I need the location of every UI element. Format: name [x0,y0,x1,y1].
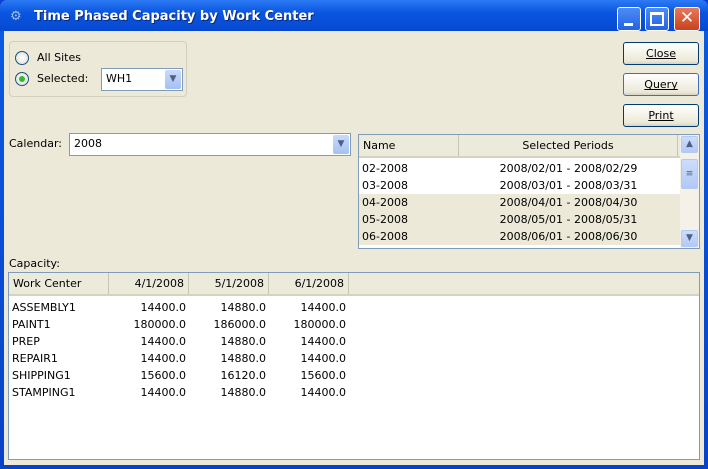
capacity-value: 14400.0 [140,335,187,348]
column-header-selected-periods[interactable]: Selected Periods [459,135,678,156]
calendar-value: 2008 [74,137,102,150]
calendar-combo[interactable]: 2008 ▼ [69,133,351,156]
periods-scrollbar[interactable]: ▲ ≡ ▼ [680,135,699,248]
scroll-down-icon[interactable]: ▼ [681,230,698,247]
capacity-value: 186000.0 [213,318,267,331]
capacity-row[interactable]: STAMPING1 14400.0 14880.0 14400.0 [9,384,699,401]
column-header-period-1[interactable]: 4/1/2008 [109,273,189,294]
period-name: 05-2008 [362,213,408,226]
capacity-row[interactable]: PREP 14400.0 14880.0 14400.0 [9,333,699,350]
capacity-value: 16120.0 [220,369,267,382]
capacity-value: 14880.0 [220,352,267,365]
period-name: 06-2008 [362,230,408,243]
all-sites-label: All Sites [37,51,81,64]
periods-header: Name Selected Periods [359,135,699,158]
work-center: SHIPPING1 [12,369,71,382]
period-row[interactable]: 02-2008 2008/02/01 - 2008/02/29 [359,160,699,177]
scroll-up-icon[interactable]: ▲ [681,136,698,153]
close-window-button[interactable]: ✕ [674,7,700,31]
print-button[interactable]: Print [623,104,699,127]
work-center: REPAIR1 [12,352,58,365]
client-area: All Sites Selected: WH1 ▼ Close Query Pri… [4,31,704,465]
period-name: 03-2008 [362,179,408,192]
capacity-value: 14400.0 [140,386,187,399]
period-range: 2008/04/01 - 2008/04/30 [499,196,638,209]
capacity-value: 14400.0 [300,335,347,348]
capacity-value: 14400.0 [300,352,347,365]
capacity-value: 180000.0 [133,318,187,331]
work-center: STAMPING1 [12,386,76,399]
period-range: 2008/05/01 - 2008/05/31 [499,213,638,226]
period-row[interactable]: 05-2008 2008/05/01 - 2008/05/31 [359,211,699,228]
close-icon: ✕ [679,8,695,28]
all-sites-radio[interactable] [15,51,29,65]
capacity-value: 14880.0 [220,335,267,348]
period-name: 02-2008 [362,162,408,175]
capacity-value: 15600.0 [300,369,347,382]
periods-list[interactable]: Name Selected Periods 02-2008 2008/02/01 … [358,134,700,249]
maximize-icon [650,12,664,26]
capacity-value: 15600.0 [140,369,187,382]
site-value: WH1 [106,72,133,85]
period-row[interactable]: 03-2008 2008/03/01 - 2008/03/31 [359,177,699,194]
query-button[interactable]: Query [623,73,699,96]
period-name: 04-2008 [362,196,408,209]
column-header-period-2[interactable]: 5/1/2008 [189,273,269,294]
capacity-value: 14880.0 [220,301,267,314]
column-header-period-3[interactable]: 6/1/2008 [269,273,349,294]
period-range: 2008/03/01 - 2008/03/31 [499,179,638,192]
window-title: Time Phased Capacity by Work Center [34,9,314,24]
capacity-row[interactable]: SHIPPING1 15600.0 16120.0 15600.0 [9,367,699,384]
capacity-value: 14400.0 [300,386,347,399]
site-group: All Sites Selected: WH1 ▼ [9,41,187,97]
site-combo[interactable]: WH1 ▼ [101,68,183,91]
capacity-header: Work Center 4/1/2008 5/1/2008 6/1/2008 [9,273,699,296]
capacity-label: Capacity: [9,257,60,270]
capacity-value: 14880.0 [220,386,267,399]
minimize-button[interactable] [617,7,641,31]
period-range: 2008/06/01 - 2008/06/30 [499,230,638,243]
capacity-row[interactable]: REPAIR1 14400.0 14880.0 14400.0 [9,350,699,367]
calendar-label: Calendar: [9,137,62,150]
capacity-value: 14400.0 [140,352,187,365]
column-header-name[interactable]: Name [359,135,459,156]
capacity-table[interactable]: Work Center 4/1/2008 5/1/2008 6/1/2008 A… [8,272,700,460]
selected-site-radio[interactable] [15,72,29,86]
capacity-value: 14400.0 [300,301,347,314]
capacity-value: 14400.0 [140,301,187,314]
work-center: ASSEMBLY1 [12,301,76,314]
capacity-row[interactable]: ASSEMBLY1 14400.0 14880.0 14400.0 [9,299,699,316]
work-center: PAINT1 [12,318,51,331]
minimize-icon [624,23,633,26]
maximize-button[interactable] [645,7,669,31]
period-row[interactable]: 06-2008 2008/06/01 - 2008/06/30 [359,228,699,245]
period-row[interactable]: 04-2008 2008/04/01 - 2008/04/30 [359,194,699,211]
work-center: PREP [12,335,40,348]
scroll-thumb[interactable]: ≡ [681,159,698,189]
title-bar: ⚙ Time Phased Capacity by Work Center ✕ [0,0,708,31]
chevron-down-icon[interactable]: ▼ [333,135,349,154]
period-range: 2008/02/01 - 2008/02/29 [499,162,638,175]
app-icon: ⚙ [10,9,22,24]
close-button[interactable]: Close [623,42,699,65]
selected-site-label: Selected: [37,72,89,85]
capacity-value: 180000.0 [293,318,347,331]
column-header-work-center[interactable]: Work Center [9,273,109,294]
chevron-down-icon[interactable]: ▼ [165,70,181,89]
capacity-row[interactable]: PAINT1 180000.0 186000.0 180000.0 [9,316,699,333]
